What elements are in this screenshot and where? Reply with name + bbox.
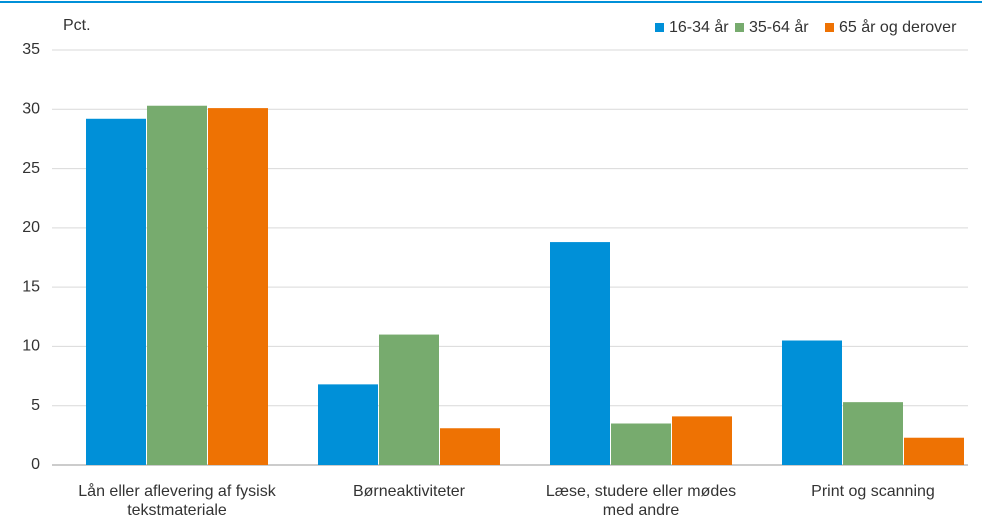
y-tick-label: 5: [31, 397, 40, 414]
bar: [904, 437, 964, 465]
y-tick-label: 20: [22, 219, 40, 236]
bar: [550, 242, 610, 465]
y-tick-label: 10: [22, 338, 40, 355]
legend-swatch: [735, 23, 744, 32]
x-tick-label: Børneaktiviteter: [352, 483, 466, 500]
x-tick-label: Lån eller aflevering af fysisk tekstmate…: [78, 483, 276, 519]
legend-label: 65 år og derover: [839, 18, 957, 36]
bar: [208, 108, 268, 465]
x-tick-label: Print og scanning: [811, 483, 935, 500]
x-tick-label: Læse, studere eller mødes med andre: [545, 483, 737, 519]
legend-swatch: [655, 23, 664, 32]
legend-label: 35-64 år: [749, 18, 809, 36]
legend-label: 16-34 år: [669, 18, 729, 36]
y-tick-label: 0: [31, 456, 40, 473]
y-tick-label: 25: [22, 160, 40, 177]
legend-swatch: [825, 23, 834, 32]
bar: [782, 340, 842, 465]
y-axis-label: Pct.: [63, 17, 91, 34]
bar: [86, 118, 146, 466]
y-tick-label: 15: [22, 278, 40, 295]
bar: [672, 416, 732, 465]
y-tick-label: 35: [22, 41, 40, 58]
bar: [379, 334, 439, 465]
bar: [843, 402, 903, 465]
bar: [147, 105, 207, 465]
bar: [318, 384, 378, 465]
bar: [440, 428, 500, 465]
bar: [611, 423, 671, 465]
y-tick-label: 30: [22, 101, 40, 118]
